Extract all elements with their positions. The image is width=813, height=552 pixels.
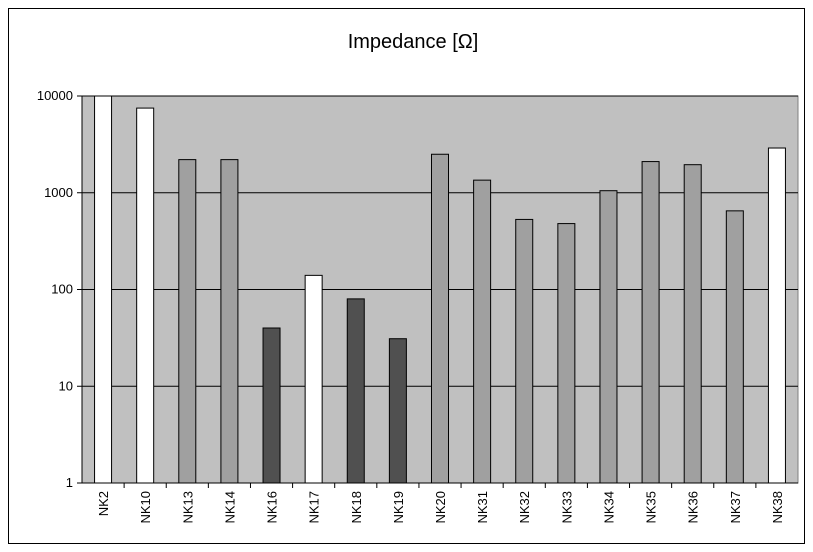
x-tick-label-nk17: NK17 [307, 491, 322, 524]
x-tick-label-nk32: NK32 [517, 491, 532, 524]
x-tick-label-nk14: NK14 [222, 491, 237, 524]
y-tick-label-1: 1 [66, 475, 73, 490]
bar-nk36 [683, 164, 702, 484]
bar-nk20 [431, 153, 449, 484]
bar-nk35 [641, 161, 660, 484]
x-tick-label-nk10: NK10 [138, 491, 153, 524]
x-tick-label-nk37: NK37 [728, 491, 743, 524]
bars [94, 95, 786, 484]
bar-nk10 [136, 107, 155, 484]
x-tick-label-nk31: NK31 [475, 491, 490, 524]
bar-nk32 [515, 218, 534, 484]
x-tick-label-nk33: NK33 [559, 491, 574, 524]
x-tick-label-nk35: NK35 [644, 491, 659, 524]
bar-nk33 [557, 223, 576, 484]
y-axis-ticks: 1 10 100 1000 10000 [37, 88, 82, 490]
x-axis-ticks: NK2 NK10 NK13 NK14 NK16 NK17 NK18 NK19 NK20 NK31 N… [96, 483, 785, 524]
x-tick-label-nk38: NK38 [770, 491, 785, 524]
bar-nk38 [767, 147, 786, 484]
y-tick-label-10000: 10000 [37, 88, 73, 103]
x-tick-label-nk20: NK20 [433, 491, 448, 524]
x-tick-label-nk19: NK19 [391, 491, 406, 524]
x-tick-label-nk34: NK34 [601, 491, 616, 524]
bar-nk13 [178, 159, 197, 484]
bar-nk16 [262, 327, 281, 484]
bar-nk18 [346, 298, 365, 484]
x-tick-label-nk18: NK18 [349, 491, 364, 524]
bar-nk34 [599, 190, 618, 484]
x-tick-label-nk16: NK16 [265, 491, 280, 524]
bar-nk14 [220, 159, 239, 484]
x-tick-label-nk2: NK2 [96, 491, 111, 516]
x-tick-label-nk13: NK13 [180, 491, 195, 524]
bar-nk37 [725, 210, 744, 484]
chart-title: Impedance [Ω] [348, 31, 479, 53]
y-tick-label-10: 10 [59, 378, 73, 393]
x-tick-label-nk36: NK36 [686, 491, 701, 524]
bar-nk2 [94, 95, 113, 484]
bar-nk19 [388, 338, 407, 484]
bar-nk31 [473, 179, 492, 484]
y-tick-label-1000: 1000 [44, 185, 73, 200]
y-tick-label-100: 100 [51, 282, 73, 297]
bar-nk17 [304, 274, 323, 484]
